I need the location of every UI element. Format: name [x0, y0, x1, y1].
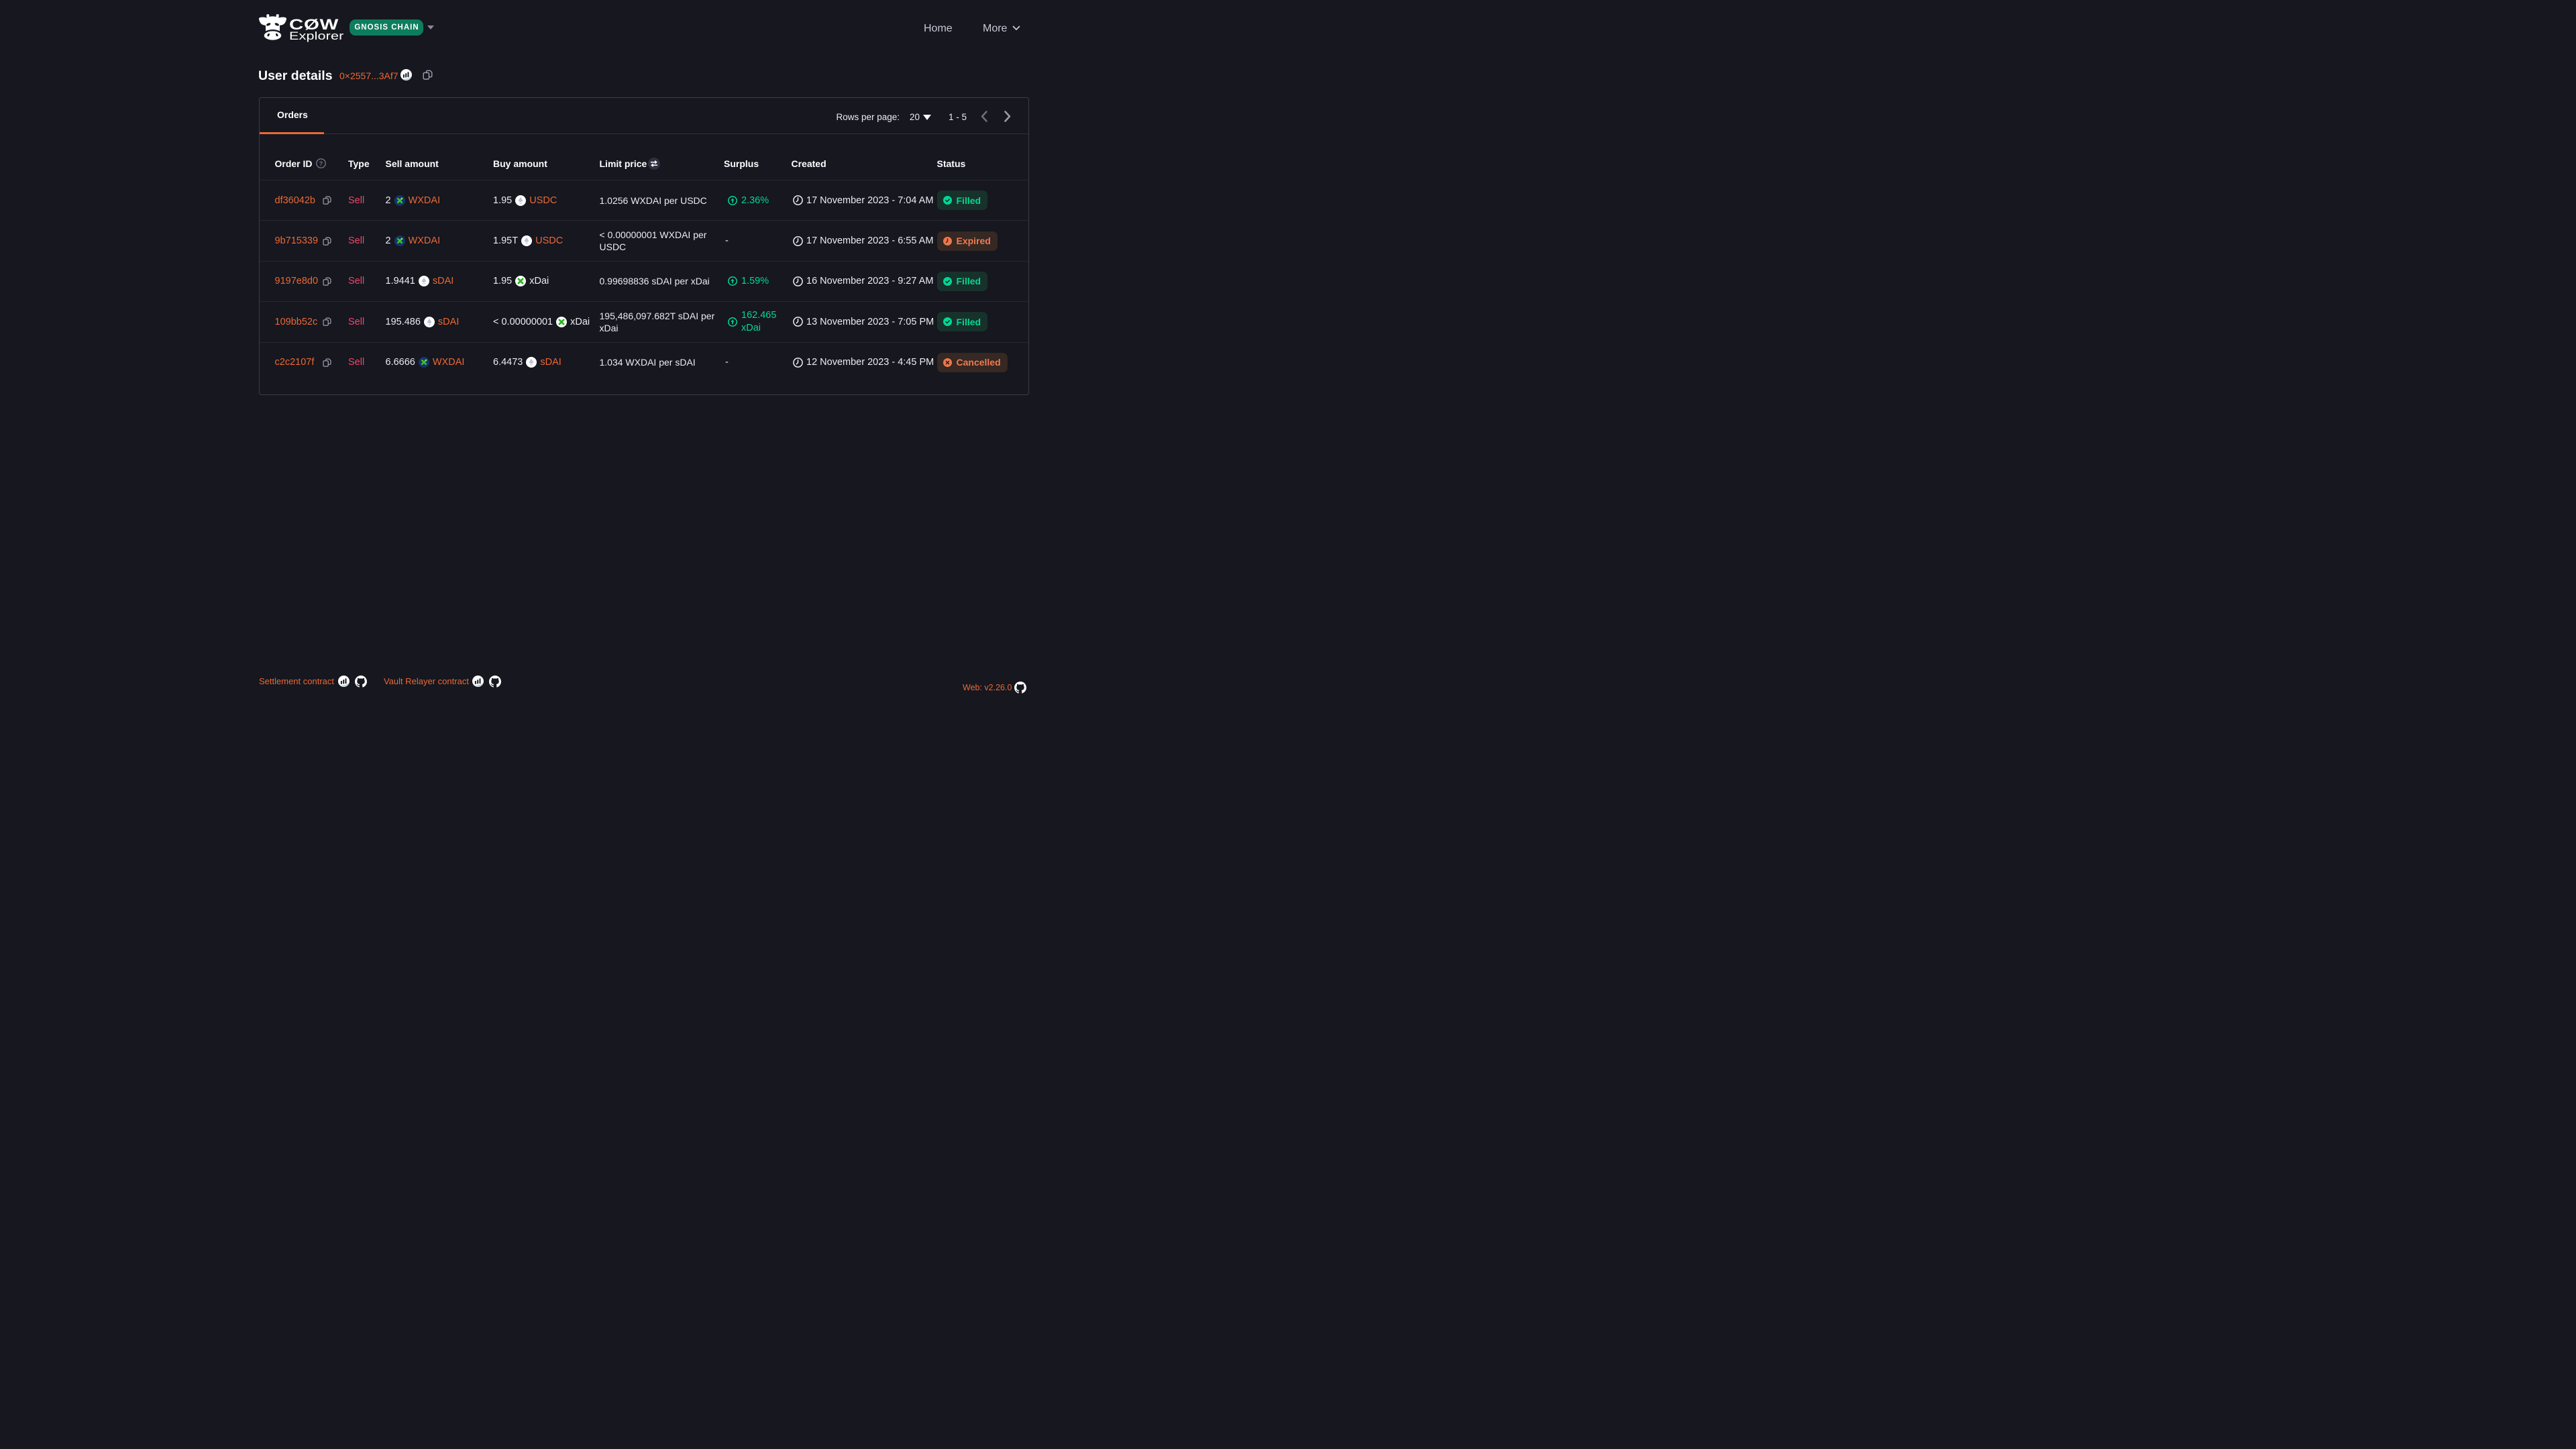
svg-text:?: ?	[319, 160, 323, 167]
